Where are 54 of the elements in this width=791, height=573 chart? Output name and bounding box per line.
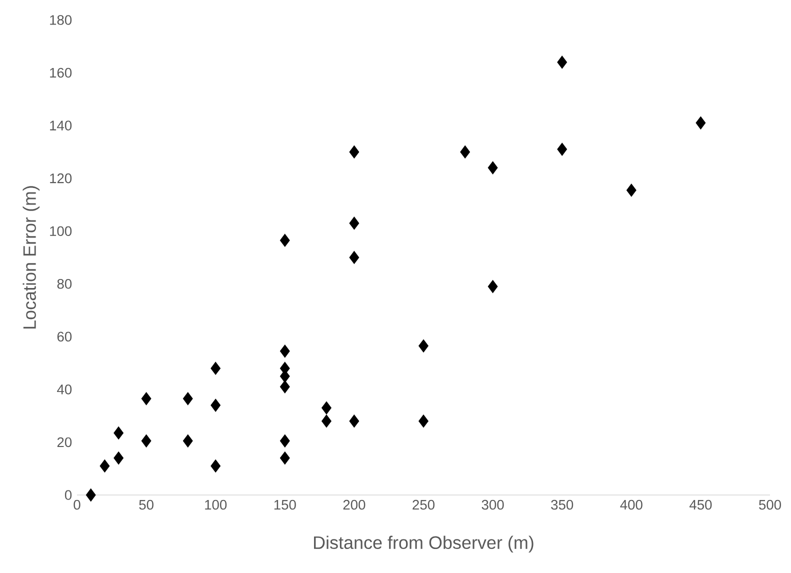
point xyxy=(114,452,124,465)
point xyxy=(418,339,428,352)
point xyxy=(322,414,332,428)
point xyxy=(280,434,290,448)
point xyxy=(696,116,706,130)
point xyxy=(141,434,152,448)
point xyxy=(100,459,110,472)
point xyxy=(114,426,124,440)
point xyxy=(210,362,221,375)
point xyxy=(86,488,96,502)
point xyxy=(280,452,290,465)
point xyxy=(418,414,428,428)
point xyxy=(349,414,360,428)
x-tick-label: 150 xyxy=(274,500,296,510)
point xyxy=(210,398,221,412)
x-tick-label: 0 xyxy=(74,500,80,510)
point xyxy=(322,401,332,414)
y-tick-label: 20 xyxy=(57,437,72,448)
point xyxy=(280,234,290,247)
x-tick-label: 50 xyxy=(139,500,154,510)
y-tick-label: 100 xyxy=(50,226,72,236)
y-tick-label: 160 xyxy=(50,68,72,78)
point xyxy=(460,145,470,158)
point xyxy=(182,392,193,406)
x-tick-label: 400 xyxy=(620,500,642,510)
point xyxy=(210,459,221,472)
point xyxy=(557,56,568,69)
x-tick-label: 350 xyxy=(551,500,574,510)
y-tick-label: 180 xyxy=(50,15,72,25)
x-axis-title: Distance from Observer (m) xyxy=(314,536,534,553)
y-tick-label: 140 xyxy=(50,120,72,130)
y-tick-label: 40 xyxy=(57,384,72,394)
y-axis-title: Location Error (m) xyxy=(22,186,40,328)
point xyxy=(141,392,152,406)
point xyxy=(557,142,568,156)
point xyxy=(280,380,290,394)
y-tick-label: 120 xyxy=(50,173,72,184)
point xyxy=(349,250,360,264)
point xyxy=(349,216,360,230)
y-tick-label: 80 xyxy=(57,278,72,289)
x-tick-label: 500 xyxy=(759,500,782,510)
point xyxy=(182,434,193,448)
x-tick-label: 450 xyxy=(689,500,712,510)
x-tick-label: 100 xyxy=(205,500,227,510)
y-tick-label: 60 xyxy=(57,332,72,342)
point xyxy=(488,280,498,294)
point xyxy=(280,344,290,358)
x-tick-label: 250 xyxy=(412,500,435,510)
x-tick-label: 200 xyxy=(343,500,366,510)
y-tick-label: 0 xyxy=(64,490,72,500)
point xyxy=(626,184,636,197)
point xyxy=(349,145,360,158)
point xyxy=(488,161,498,174)
x-tick-label: 300 xyxy=(482,500,504,510)
